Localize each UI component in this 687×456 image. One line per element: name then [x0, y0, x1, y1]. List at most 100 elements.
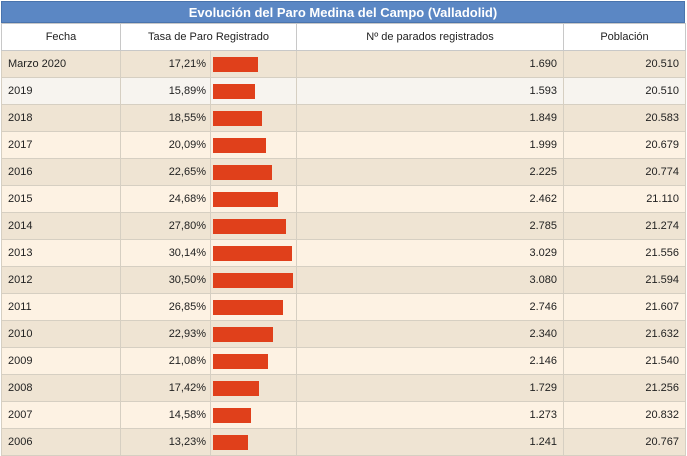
- cell-poblacion: 20.510: [563, 77, 687, 105]
- cell-tasa: 14,58%: [120, 401, 211, 429]
- cell-parados: 3.080: [296, 266, 565, 294]
- cell-poblacion: 21.274: [563, 212, 687, 240]
- cell-fecha: 2017: [1, 131, 121, 159]
- cell-tasa: 22,65%: [120, 158, 211, 186]
- table-row: 2006 13,23% 1.241 20.767: [1, 428, 687, 456]
- tasa-bar: [213, 353, 268, 369]
- cell-fecha: 2010: [1, 320, 121, 348]
- cell-tasa: 30,50%: [120, 266, 211, 294]
- cell-parados: 2.146: [296, 347, 565, 375]
- cell-parados: 2.340: [296, 320, 565, 348]
- cell-poblacion: 20.510: [563, 50, 687, 78]
- tasa-bar: [213, 110, 262, 126]
- cell-poblacion: 20.774: [563, 158, 687, 186]
- cell-poblacion: 20.583: [563, 104, 687, 132]
- tasa-bar: [213, 245, 292, 261]
- cell-fecha: 2015: [1, 185, 121, 213]
- tasa-bar: [213, 380, 259, 396]
- tasa-bar: [213, 164, 272, 180]
- cell-poblacion: 20.679: [563, 131, 687, 159]
- table-row: 2019 15,89% 1.593 20.510: [1, 77, 687, 105]
- header-parados: Nº de parados registrados: [296, 23, 565, 51]
- cell-fecha: 2018: [1, 104, 121, 132]
- cell-tasa-bar: [209, 239, 298, 267]
- cell-poblacion: 21.556: [563, 239, 687, 267]
- table-row: 2018 18,55% 1.849 20.583: [1, 104, 687, 132]
- cell-tasa: 17,21%: [120, 50, 211, 78]
- cell-poblacion: 20.767: [563, 428, 687, 456]
- cell-parados: 2.225: [296, 158, 565, 186]
- cell-parados: 1.273: [296, 401, 565, 429]
- cell-tasa-bar: [209, 185, 298, 213]
- cell-tasa-bar: [209, 158, 298, 186]
- cell-tasa: 30,14%: [120, 239, 211, 267]
- cell-poblacion: 21.632: [563, 320, 687, 348]
- table-row: 2009 21,08% 2.146 21.540: [1, 347, 687, 375]
- table-row: 2007 14,58% 1.273 20.832: [1, 401, 687, 429]
- cell-tasa: 15,89%: [120, 77, 211, 105]
- cell-parados: 1.241: [296, 428, 565, 456]
- cell-tasa-bar: [209, 320, 298, 348]
- tasa-bar: [213, 272, 293, 288]
- table-row: 2017 20,09% 1.999 20.679: [1, 131, 687, 159]
- table-row: Marzo 2020 17,21% 1.690 20.510: [1, 50, 687, 78]
- tasa-bar: [213, 407, 251, 423]
- cell-tasa-bar: [209, 266, 298, 294]
- table-row: 2010 22,93% 2.340 21.632: [1, 320, 687, 348]
- tasa-bar: [213, 83, 255, 99]
- cell-tasa-bar: [209, 401, 298, 429]
- cell-parados: 1.999: [296, 131, 565, 159]
- tasa-bar: [213, 56, 258, 72]
- header-poblacion: Población: [563, 23, 687, 51]
- table-row: 2014 27,80% 2.785 21.274: [1, 212, 687, 240]
- cell-fecha: 2009: [1, 347, 121, 375]
- table-row: 2013 30,14% 3.029 21.556: [1, 239, 687, 267]
- tasa-bar: [213, 326, 273, 342]
- table-row: 2011 26,85% 2.746 21.607: [1, 293, 687, 321]
- cell-parados: 2.462: [296, 185, 565, 213]
- cell-parados: 1.690: [296, 50, 565, 78]
- cell-tasa: 21,08%: [120, 347, 211, 375]
- cell-parados: 2.746: [296, 293, 565, 321]
- cell-tasa-bar: [209, 347, 298, 375]
- cell-tasa-bar: [209, 293, 298, 321]
- cell-parados: 3.029: [296, 239, 565, 267]
- cell-tasa: 20,09%: [120, 131, 211, 159]
- table-row: 2016 22,65% 2.225 20.774: [1, 158, 687, 186]
- cell-poblacion: 21.256: [563, 374, 687, 402]
- cell-tasa: 17,42%: [120, 374, 211, 402]
- cell-fecha: 2008: [1, 374, 121, 402]
- cell-fecha: Marzo 2020: [1, 50, 121, 78]
- table-body: Marzo 2020 17,21% 1.690 20.510 2019 15,89% 1.5…: [1, 50, 687, 456]
- tasa-bar: [213, 191, 278, 207]
- cell-poblacion: 21.110: [563, 185, 687, 213]
- cell-tasa-bar: [209, 374, 298, 402]
- cell-parados: 1.729: [296, 374, 565, 402]
- header-tasa: Tasa de Paro Registrado: [119, 23, 298, 51]
- cell-tasa: 26,85%: [120, 293, 211, 321]
- cell-fecha: 2011: [1, 293, 121, 321]
- table-row: 2015 24,68% 2.462 21.110: [1, 185, 687, 213]
- cell-fecha: 2014: [1, 212, 121, 240]
- cell-poblacion: 21.540: [563, 347, 687, 375]
- cell-tasa: 22,93%: [120, 320, 211, 348]
- cell-poblacion: 20.832: [563, 401, 687, 429]
- table-title: Evolución del Paro Medina del Campo (Val…: [1, 1, 685, 23]
- cell-parados: 1.849: [296, 104, 565, 132]
- cell-parados: 1.593: [296, 77, 565, 105]
- cell-tasa-bar: [209, 50, 298, 78]
- header-fecha: Fecha: [1, 23, 121, 51]
- cell-poblacion: 21.594: [563, 266, 687, 294]
- tasa-bar: [213, 137, 266, 153]
- cell-tasa-bar: [209, 212, 298, 240]
- cell-poblacion: 21.607: [563, 293, 687, 321]
- tasa-bar: [213, 218, 286, 234]
- table-row: 2012 30,50% 3.080 21.594: [1, 266, 687, 294]
- cell-tasa-bar: [209, 428, 298, 456]
- unemployment-table: Fecha Tasa de Paro Registrado Nº de para…: [1, 23, 687, 456]
- cell-fecha: 2012: [1, 266, 121, 294]
- tasa-bar: [213, 299, 283, 315]
- cell-tasa-bar: [209, 104, 298, 132]
- table-row: 2008 17,42% 1.729 21.256: [1, 374, 687, 402]
